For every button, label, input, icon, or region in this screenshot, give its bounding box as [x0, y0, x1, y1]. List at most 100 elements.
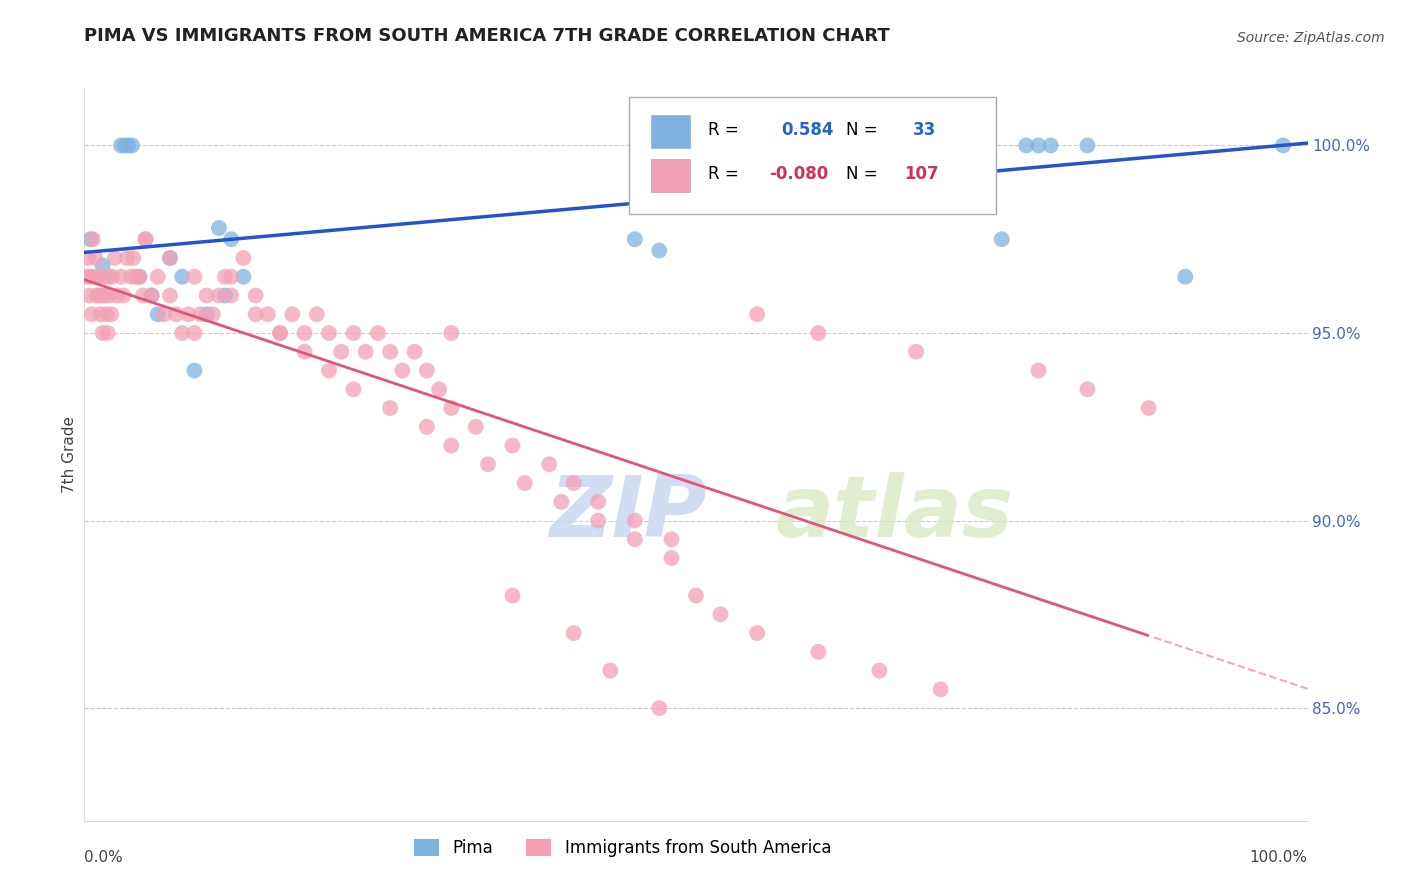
- Point: [141, 288, 163, 302]
- Point: [269, 326, 291, 340]
- Point: [112, 288, 135, 302]
- Point: [747, 626, 769, 640]
- Point: [404, 344, 426, 359]
- Point: [477, 458, 499, 472]
- Point: [91, 326, 114, 340]
- Point: [624, 232, 647, 246]
- Point: [807, 326, 830, 340]
- Point: [807, 645, 830, 659]
- Point: [89, 307, 111, 321]
- Point: [1076, 138, 1098, 153]
- Point: [464, 419, 486, 434]
- Text: 0.584: 0.584: [782, 120, 834, 138]
- Point: [294, 326, 316, 340]
- Text: 100.0%: 100.0%: [1250, 850, 1308, 865]
- Point: [183, 363, 205, 377]
- Point: [86, 288, 108, 302]
- Point: [195, 307, 218, 321]
- Point: [153, 307, 176, 321]
- Point: [98, 288, 121, 302]
- Point: [245, 288, 267, 302]
- Point: [93, 269, 115, 284]
- Point: [177, 307, 200, 321]
- Point: [183, 326, 205, 340]
- Point: [208, 288, 231, 302]
- Point: [550, 495, 572, 509]
- Point: [440, 326, 463, 340]
- Point: [91, 259, 114, 273]
- Text: N =: N =: [846, 120, 879, 138]
- Point: [214, 269, 236, 284]
- Point: [146, 307, 169, 321]
- Point: [201, 307, 224, 321]
- Point: [1076, 382, 1098, 396]
- Point: [318, 363, 340, 377]
- Point: [219, 232, 242, 246]
- Point: [219, 269, 242, 284]
- Point: [117, 138, 139, 153]
- Point: [318, 326, 340, 340]
- Point: [115, 251, 138, 265]
- Point: [110, 138, 132, 153]
- Point: [624, 514, 647, 528]
- Text: N =: N =: [846, 164, 879, 183]
- Point: [440, 438, 463, 452]
- Point: [141, 288, 163, 302]
- Point: [1028, 138, 1050, 153]
- Text: PIMA VS IMMIGRANTS FROM SOUTH AMERICA 7TH GRADE CORRELATION CHART: PIMA VS IMMIGRANTS FROM SOUTH AMERICA 7T…: [84, 28, 890, 45]
- Point: [120, 269, 142, 284]
- Point: [391, 363, 413, 377]
- Point: [121, 138, 143, 153]
- Point: [183, 269, 205, 284]
- Point: [214, 288, 236, 302]
- Point: [105, 288, 128, 302]
- FancyBboxPatch shape: [651, 159, 690, 192]
- Point: [84, 251, 107, 265]
- Point: [83, 269, 105, 284]
- Point: [80, 307, 103, 321]
- Point: [783, 138, 806, 153]
- Point: [125, 269, 148, 284]
- Point: [1174, 269, 1197, 284]
- Text: atlas: atlas: [776, 472, 1014, 555]
- Text: ZIP: ZIP: [550, 472, 707, 555]
- Point: [77, 251, 100, 265]
- Point: [661, 551, 683, 566]
- Point: [257, 307, 280, 321]
- Text: R =: R =: [709, 164, 740, 183]
- Point: [90, 288, 112, 302]
- Point: [87, 269, 110, 284]
- Point: [128, 269, 150, 284]
- Point: [844, 138, 866, 153]
- Point: [502, 438, 524, 452]
- Point: [367, 326, 389, 340]
- Point: [281, 307, 304, 321]
- Point: [97, 326, 120, 340]
- Point: [94, 288, 117, 302]
- Point: [427, 382, 450, 396]
- Point: [342, 382, 364, 396]
- Point: [294, 344, 316, 359]
- Legend: Pima, Immigrants from South America: Pima, Immigrants from South America: [408, 832, 838, 863]
- FancyBboxPatch shape: [651, 115, 690, 148]
- Point: [195, 288, 218, 302]
- Point: [110, 269, 132, 284]
- Text: 0.0%: 0.0%: [84, 850, 124, 865]
- Text: Source: ZipAtlas.com: Source: ZipAtlas.com: [1237, 31, 1385, 45]
- Y-axis label: 7th Grade: 7th Grade: [62, 417, 77, 493]
- Point: [586, 495, 609, 509]
- Point: [416, 419, 439, 434]
- Point: [905, 344, 928, 359]
- Point: [440, 401, 463, 415]
- Point: [562, 476, 585, 491]
- Point: [1028, 363, 1050, 377]
- Point: [747, 138, 769, 153]
- Point: [208, 221, 231, 235]
- Point: [586, 514, 609, 528]
- Point: [79, 269, 101, 284]
- Point: [232, 269, 254, 284]
- Text: -0.080: -0.080: [769, 164, 828, 183]
- Point: [1039, 138, 1062, 153]
- Point: [146, 269, 169, 284]
- Point: [1015, 138, 1038, 153]
